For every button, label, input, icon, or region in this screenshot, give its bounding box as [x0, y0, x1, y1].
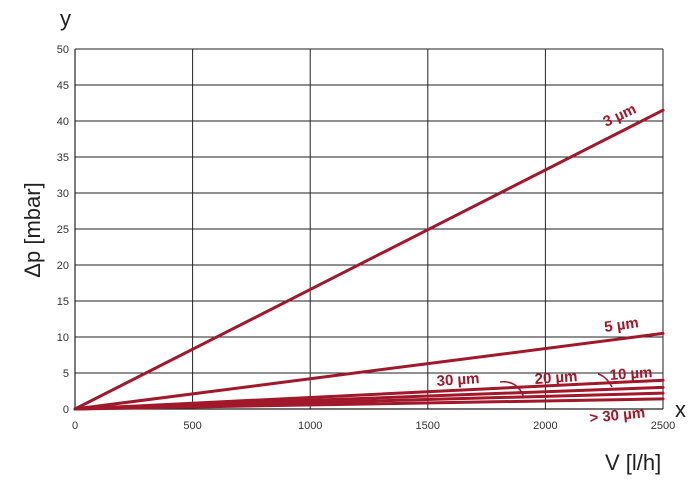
y-tick-label: 40 — [57, 116, 69, 128]
grid — [74, 48, 664, 410]
series-line-1 — [73, 331, 665, 411]
y-tick-label: 15 — [57, 296, 69, 308]
y-axis-label: Δp [mbar] — [20, 182, 45, 277]
series-label-30um: 30 µm — [436, 370, 480, 390]
x-tick-label: 500 — [183, 420, 201, 432]
y-tick-label: 35 — [57, 152, 69, 164]
series-label-5um: 5 µm — [603, 314, 640, 336]
callout-30um — [499, 381, 525, 399]
series-line-5 — [73, 397, 665, 411]
y-tick-label: 20 — [57, 260, 69, 272]
x-tick-label: 1500 — [416, 420, 440, 432]
y-tick-label: 50 — [57, 44, 69, 56]
callout-20um — [597, 373, 613, 388]
series-line-0 — [73, 108, 665, 411]
y-tick-label: 25 — [57, 224, 69, 236]
x-axis-label: V [l/h] — [605, 450, 661, 475]
y-tick-label: 5 — [63, 368, 69, 380]
series-lines — [73, 108, 665, 411]
x-tick-label: 2500 — [651, 420, 675, 432]
series-label-10um: 10 µm — [609, 364, 653, 384]
y-tick-labels: 0 5 10 15 20 25 30 35 40 45 50 — [57, 44, 69, 416]
y-tick-label: 0 — [63, 404, 69, 416]
series-label-20um: 20 µm — [534, 368, 578, 388]
y-axis-letter: y — [60, 6, 71, 31]
y-tick-label: 45 — [57, 80, 69, 92]
series-labels: 3 µm 5 µm 10 µm 20 µm 30 µm > 30 µm — [436, 101, 653, 427]
series-label-gt30um: > 30 µm — [589, 404, 646, 427]
x-tick-label: 2000 — [533, 420, 557, 432]
x-tick-labels: 0 500 1000 1500 2000 2500 — [72, 420, 675, 432]
y-tick-label: 10 — [57, 332, 69, 344]
x-tick-label: 0 — [72, 420, 78, 432]
x-tick-label: 1000 — [298, 420, 322, 432]
x-axis-letter: x — [675, 397, 686, 422]
y-tick-label: 30 — [57, 188, 69, 200]
